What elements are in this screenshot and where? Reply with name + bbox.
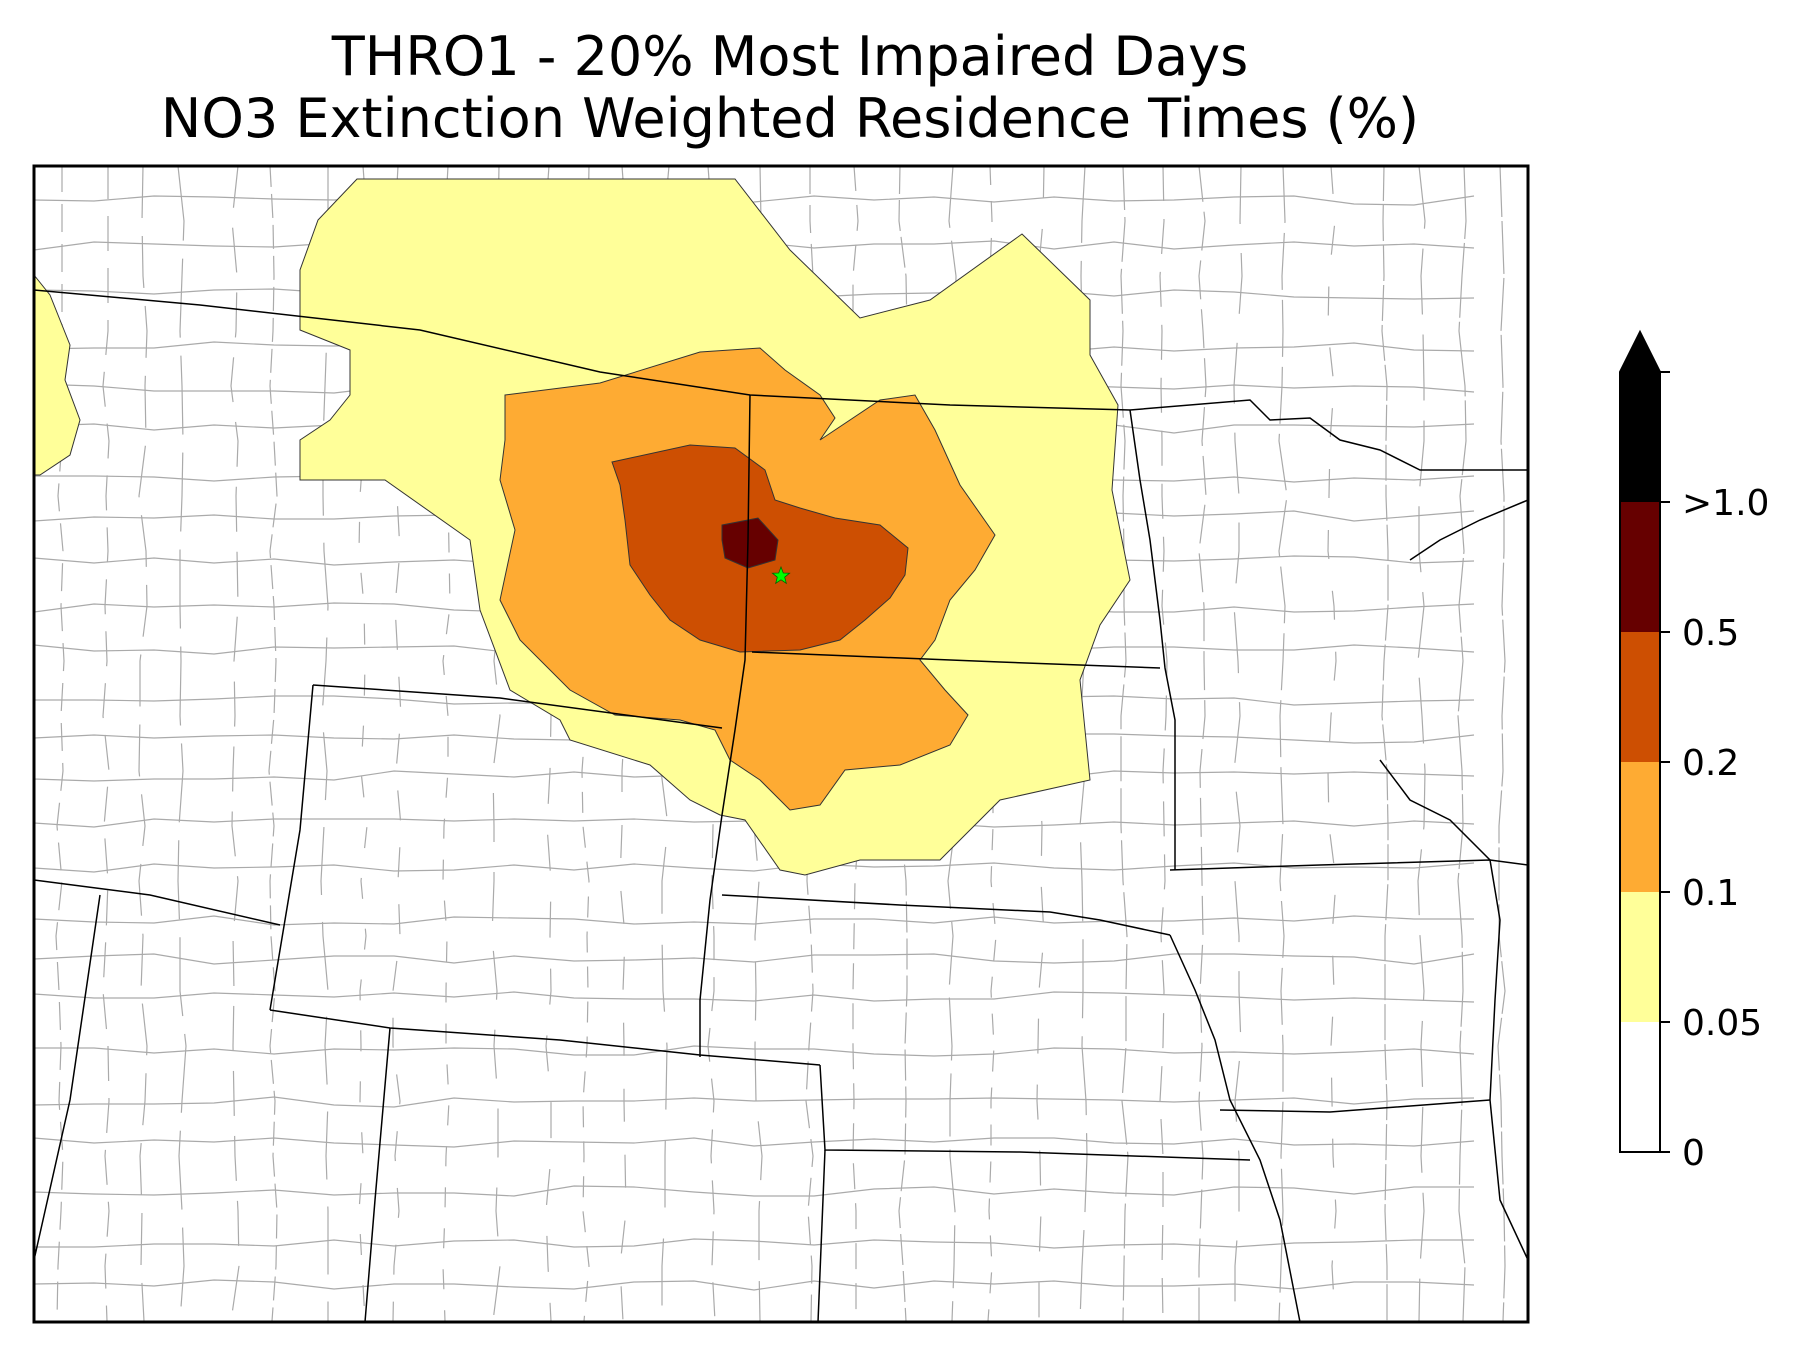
state-boundaries [34, 289, 1528, 1322]
mississippi-river [1379, 759, 1528, 1261]
wyoming-south-border [269, 1009, 821, 1066]
colorbar: 0 0.05 0.1 0.2 0.5 >1.0 [1619, 329, 1769, 1174]
missouri-river [1169, 934, 1301, 1322]
montana-dakota-border [721, 394, 751, 816]
colorbar-tick-label: 0 [1682, 1133, 1705, 1174]
contour-0-5-band [721, 517, 779, 569]
colorbar-tick-label: >1.0 [1682, 483, 1769, 524]
iowa-border [1169, 859, 1528, 871]
dakota-north-south-border [751, 651, 1161, 669]
iowa-south-border [1219, 1099, 1491, 1113]
canada-us-border [34, 289, 1131, 411]
idaho-border [34, 879, 281, 926]
colorbar-segment [1620, 632, 1660, 762]
lake-superior-shore [1409, 499, 1528, 561]
dakota-minnesota-border [1129, 409, 1176, 870]
map-frame [32, 164, 1530, 1324]
colorbar-outline [1619, 329, 1661, 1153]
colorbar-segment [1620, 502, 1660, 632]
green-star-icon [771, 565, 791, 585]
chart-title: THRO1 - 20% Most Impaired Days NO3 Extin… [0, 26, 1580, 150]
colorbar-extend-arrow [1619, 330, 1661, 373]
nevada-utah-border [34, 894, 101, 1261]
colorbar-segment-top [1620, 372, 1660, 502]
colorbar-segment [1620, 762, 1660, 892]
contour-0-05-west-pocket [34, 274, 81, 476]
colorbar-tick-label: 0.1 [1682, 873, 1739, 914]
colorbar-tick-label: 0.2 [1682, 743, 1739, 784]
colorbar-segment [1620, 892, 1660, 1022]
title-line-2: NO3 Extinction Weighted Residence Times … [160, 87, 1420, 150]
wyoming-montana-border [312, 684, 723, 729]
colorbar-tick-label: 0.05 [1682, 1003, 1762, 1044]
south-dakota-nebraska-border [721, 894, 1171, 936]
wyoming-west-border [269, 684, 314, 1011]
title-line-1: THRO1 - 20% Most Impaired Days [331, 25, 1249, 88]
map-area [34, 166, 1528, 1322]
canada-us-border-east [1129, 399, 1528, 471]
colorbar-tick-label: 0.5 [1682, 613, 1739, 654]
nebraska-kansas-border [819, 1064, 1251, 1161]
colorado-north-border [364, 1027, 391, 1322]
colorado-kansas-border [817, 1149, 826, 1322]
wyoming-east-border [699, 814, 723, 1057]
colorbar-segment [1620, 1022, 1660, 1152]
